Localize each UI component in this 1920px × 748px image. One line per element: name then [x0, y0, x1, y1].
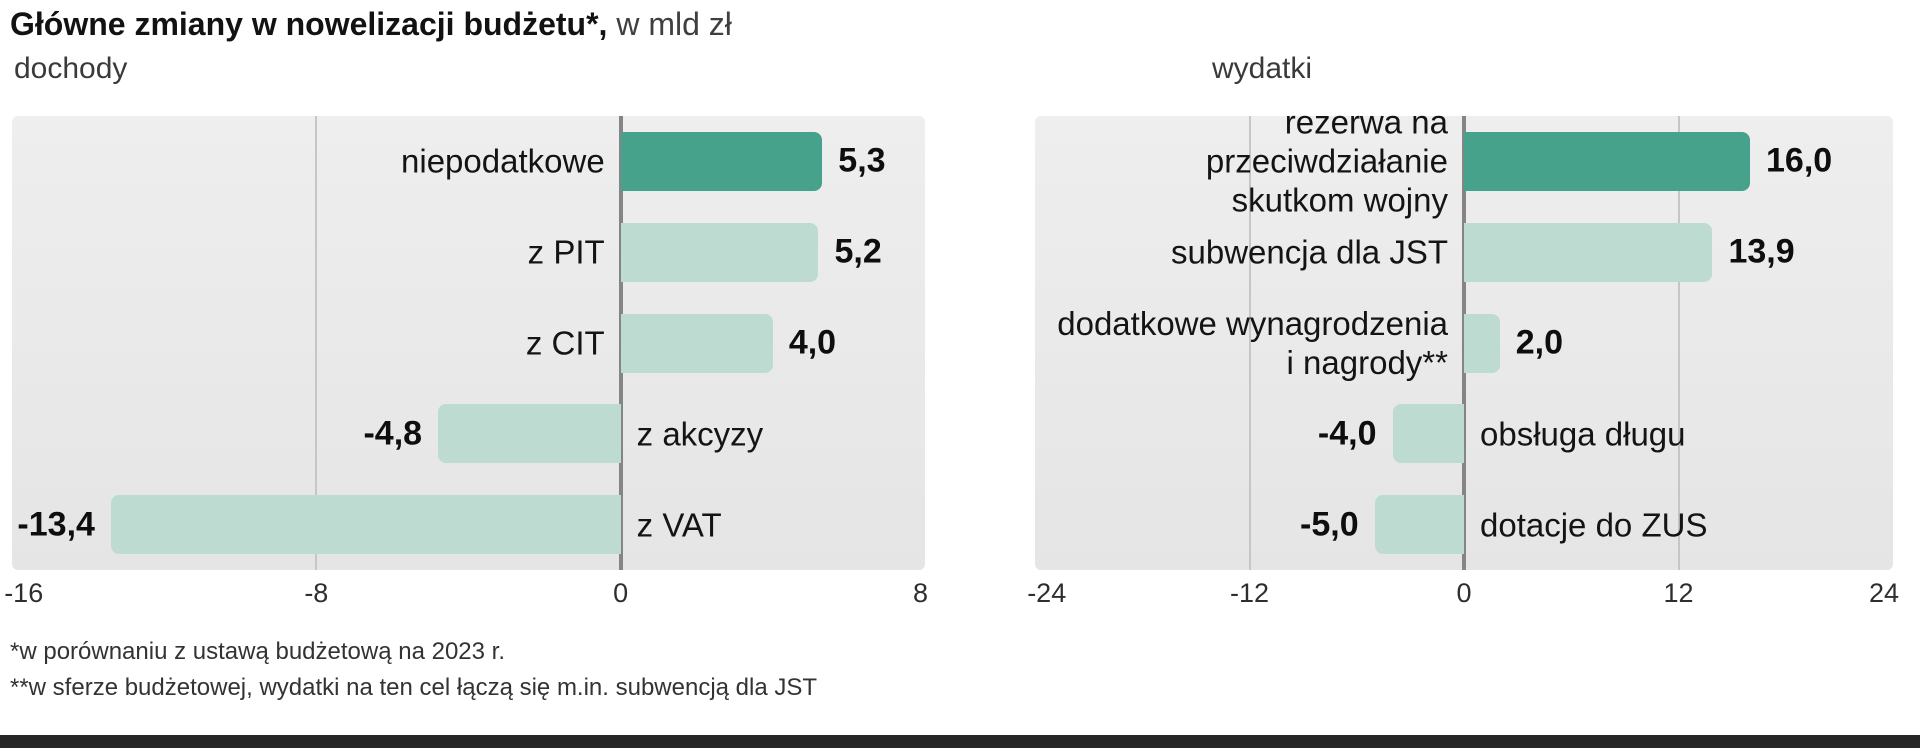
value-label: -13,4 — [17, 505, 95, 544]
category-label: obsługa długu — [1480, 415, 1686, 453]
bar — [620, 222, 819, 282]
gridline — [1677, 116, 1680, 570]
x-tick-label: -24 — [1027, 578, 1067, 608]
value-label: 2,0 — [1515, 323, 1564, 362]
bottom-bar — [0, 735, 1920, 748]
category-label: z VAT — [636, 506, 722, 544]
plot-area-dochody: niepodatkowe 5,3 z PIT 5,2 z CIT 4,0 z akcyzy -… — [12, 116, 925, 570]
chart-subtitle-wydatki: wydatki — [1212, 52, 1313, 85]
category-label: z CIT — [525, 324, 605, 362]
category-label: z PIT — [527, 233, 605, 271]
x-tick-label: 8 — [912, 578, 929, 608]
bar — [110, 495, 621, 555]
bar — [620, 313, 773, 373]
bar — [1464, 131, 1750, 191]
value-label: 5,2 — [834, 232, 882, 271]
category-label: niepodatkowe — [401, 142, 605, 180]
value-label: -4,0 — [1317, 414, 1377, 453]
category-label: subwencja dla JST — [1171, 233, 1448, 271]
x-tick-label: -16 — [4, 578, 44, 608]
x-tick-label: 0 — [1456, 578, 1472, 608]
chart-subtitle-dochody: dochody — [14, 52, 128, 85]
value-label: 5,3 — [838, 141, 886, 180]
page-title-unit: w mld zł — [607, 6, 732, 42]
footnote-1: *w porównaniu z ustawą budżetową na 2023… — [10, 638, 505, 665]
bar — [620, 131, 823, 191]
x-tick-label: -12 — [1229, 578, 1270, 608]
category-label: rezerwa na przeciwdziałanie skutkom wojn… — [1205, 103, 1448, 219]
value-label: 13,9 — [1728, 232, 1795, 271]
category-label: z akcyzy — [636, 415, 764, 453]
bar — [1464, 313, 1500, 373]
page-title-main: Główne zmiany w nowelizacji budżetu*, — [10, 6, 608, 42]
footnote-2: **w sferze budżetowej, wydatki na ten ce… — [10, 674, 818, 701]
bar — [438, 404, 621, 464]
bar — [1392, 404, 1464, 464]
value-label: -5,0 — [1300, 505, 1359, 544]
x-axis-dochody: -16 -8 0 8 — [4, 578, 929, 614]
plot-area-wydatki: rezerwa na przeciwdziałanie skutkom wojn… — [1035, 104, 1893, 570]
gridline — [1248, 116, 1251, 570]
category-label: dodatkowe wynagrodzenia i nagrody** — [1057, 305, 1448, 381]
x-tick-label: -8 — [304, 578, 329, 608]
gridline — [315, 116, 318, 570]
value-label: -4,8 — [363, 414, 423, 453]
x-tick-label: 24 — [1868, 578, 1900, 608]
x-tick-label: 0 — [613, 578, 629, 608]
value-label: 4,0 — [788, 323, 837, 362]
value-label: 16,0 — [1766, 141, 1833, 180]
bar — [1464, 222, 1713, 282]
category-label: dotacje do ZUS — [1480, 506, 1708, 544]
footnotes: *w porównaniu z ustawą budżetową na 2023… — [10, 634, 817, 706]
x-axis-wydatki: -24 -12 0 12 24 — [1027, 578, 1899, 614]
x-tick-label: 12 — [1663, 578, 1694, 608]
page-title: Główne zmiany w nowelizacji budżetu*, w … — [10, 4, 732, 44]
bar — [1374, 495, 1464, 555]
